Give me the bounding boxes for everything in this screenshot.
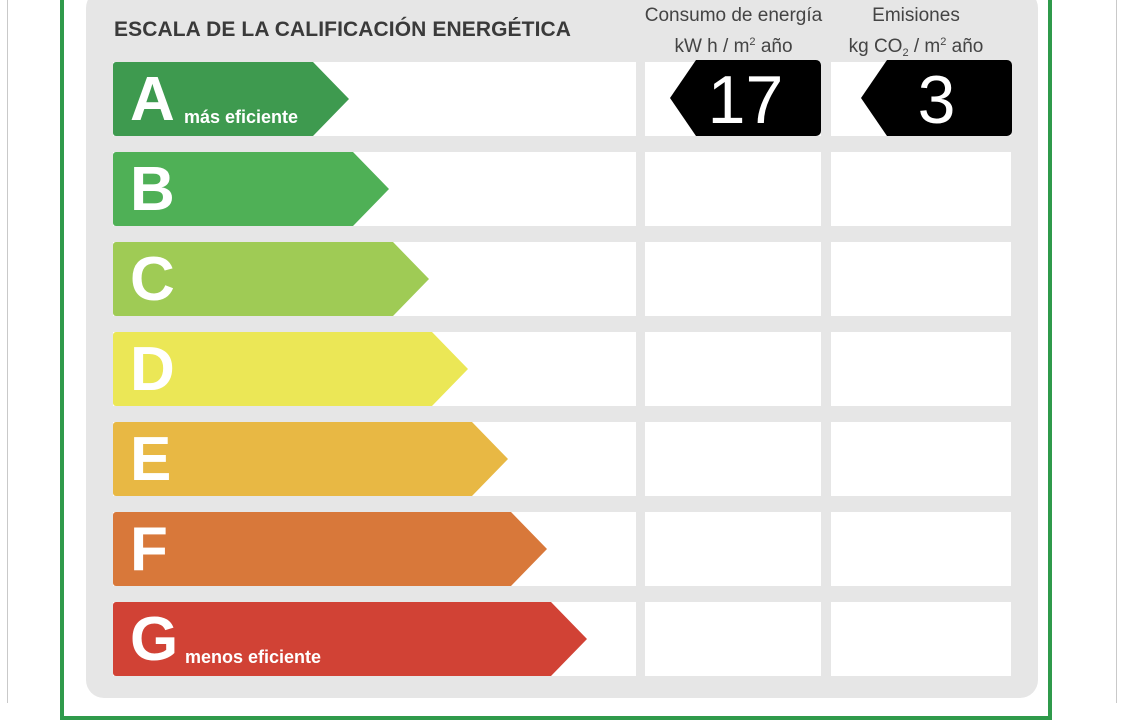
emissions-cell-c — [831, 242, 1011, 316]
page-edge-right — [1116, 0, 1117, 703]
rating-arrow-f: F — [113, 512, 547, 586]
rating-arrow-a: A más eficiente — [113, 62, 349, 136]
energy-column-header: Consumo de energía kW h / m2 año — [641, 2, 826, 60]
rating-label-most-efficient: más eficiente — [184, 107, 299, 127]
energy-column-unit: kW h / m2 año — [674, 36, 793, 57]
rating-label-least-efficient: menos eficiente — [185, 647, 322, 667]
emissions-cell-g — [831, 602, 1011, 676]
rating-letter-e: E — [130, 425, 172, 494]
rating-letter-b: B — [130, 155, 175, 224]
energy-column-title: Consumo de energía — [644, 5, 823, 26]
emissions-cell-d — [831, 332, 1011, 406]
rating-arrow-d: D — [113, 332, 468, 406]
energy-cell-b — [645, 152, 821, 226]
emissions-value-tag: 3 — [861, 60, 1012, 136]
scale-title: ESCALA DE LA CALIFICACIÓN ENERGÉTICA — [114, 18, 572, 41]
emissions-cell-e — [831, 422, 1011, 496]
energy-cell-d — [645, 332, 821, 406]
rating-arrow-e: E — [113, 422, 508, 496]
emissions-column-title: Emisiones — [872, 5, 960, 26]
energy-cell-g — [645, 602, 821, 676]
emissions-column-unit: kg CO2 / m2 año — [848, 36, 984, 59]
energy-cell-f — [645, 512, 821, 586]
emissions-column-header: Emisiones kg CO2 / m2 año — [823, 2, 1009, 67]
emissions-cell-b — [831, 152, 1011, 226]
rating-arrow-b: B — [113, 152, 389, 226]
energy-cell-c — [645, 242, 821, 316]
rating-arrow-c: C — [113, 242, 429, 316]
page-edge-left — [7, 0, 8, 703]
rating-letter-g: G — [130, 605, 179, 674]
energy-cell-e — [645, 422, 821, 496]
rating-arrow-g: G menos eficiente — [113, 602, 587, 676]
rating-letter-a: A — [130, 65, 175, 134]
emissions-cell-f — [831, 512, 1011, 586]
rating-letter-c: C — [130, 245, 175, 314]
energy-value-tag: 17 — [670, 60, 821, 136]
rating-letter-f: F — [130, 515, 168, 584]
rating-letter-d: D — [130, 335, 175, 404]
